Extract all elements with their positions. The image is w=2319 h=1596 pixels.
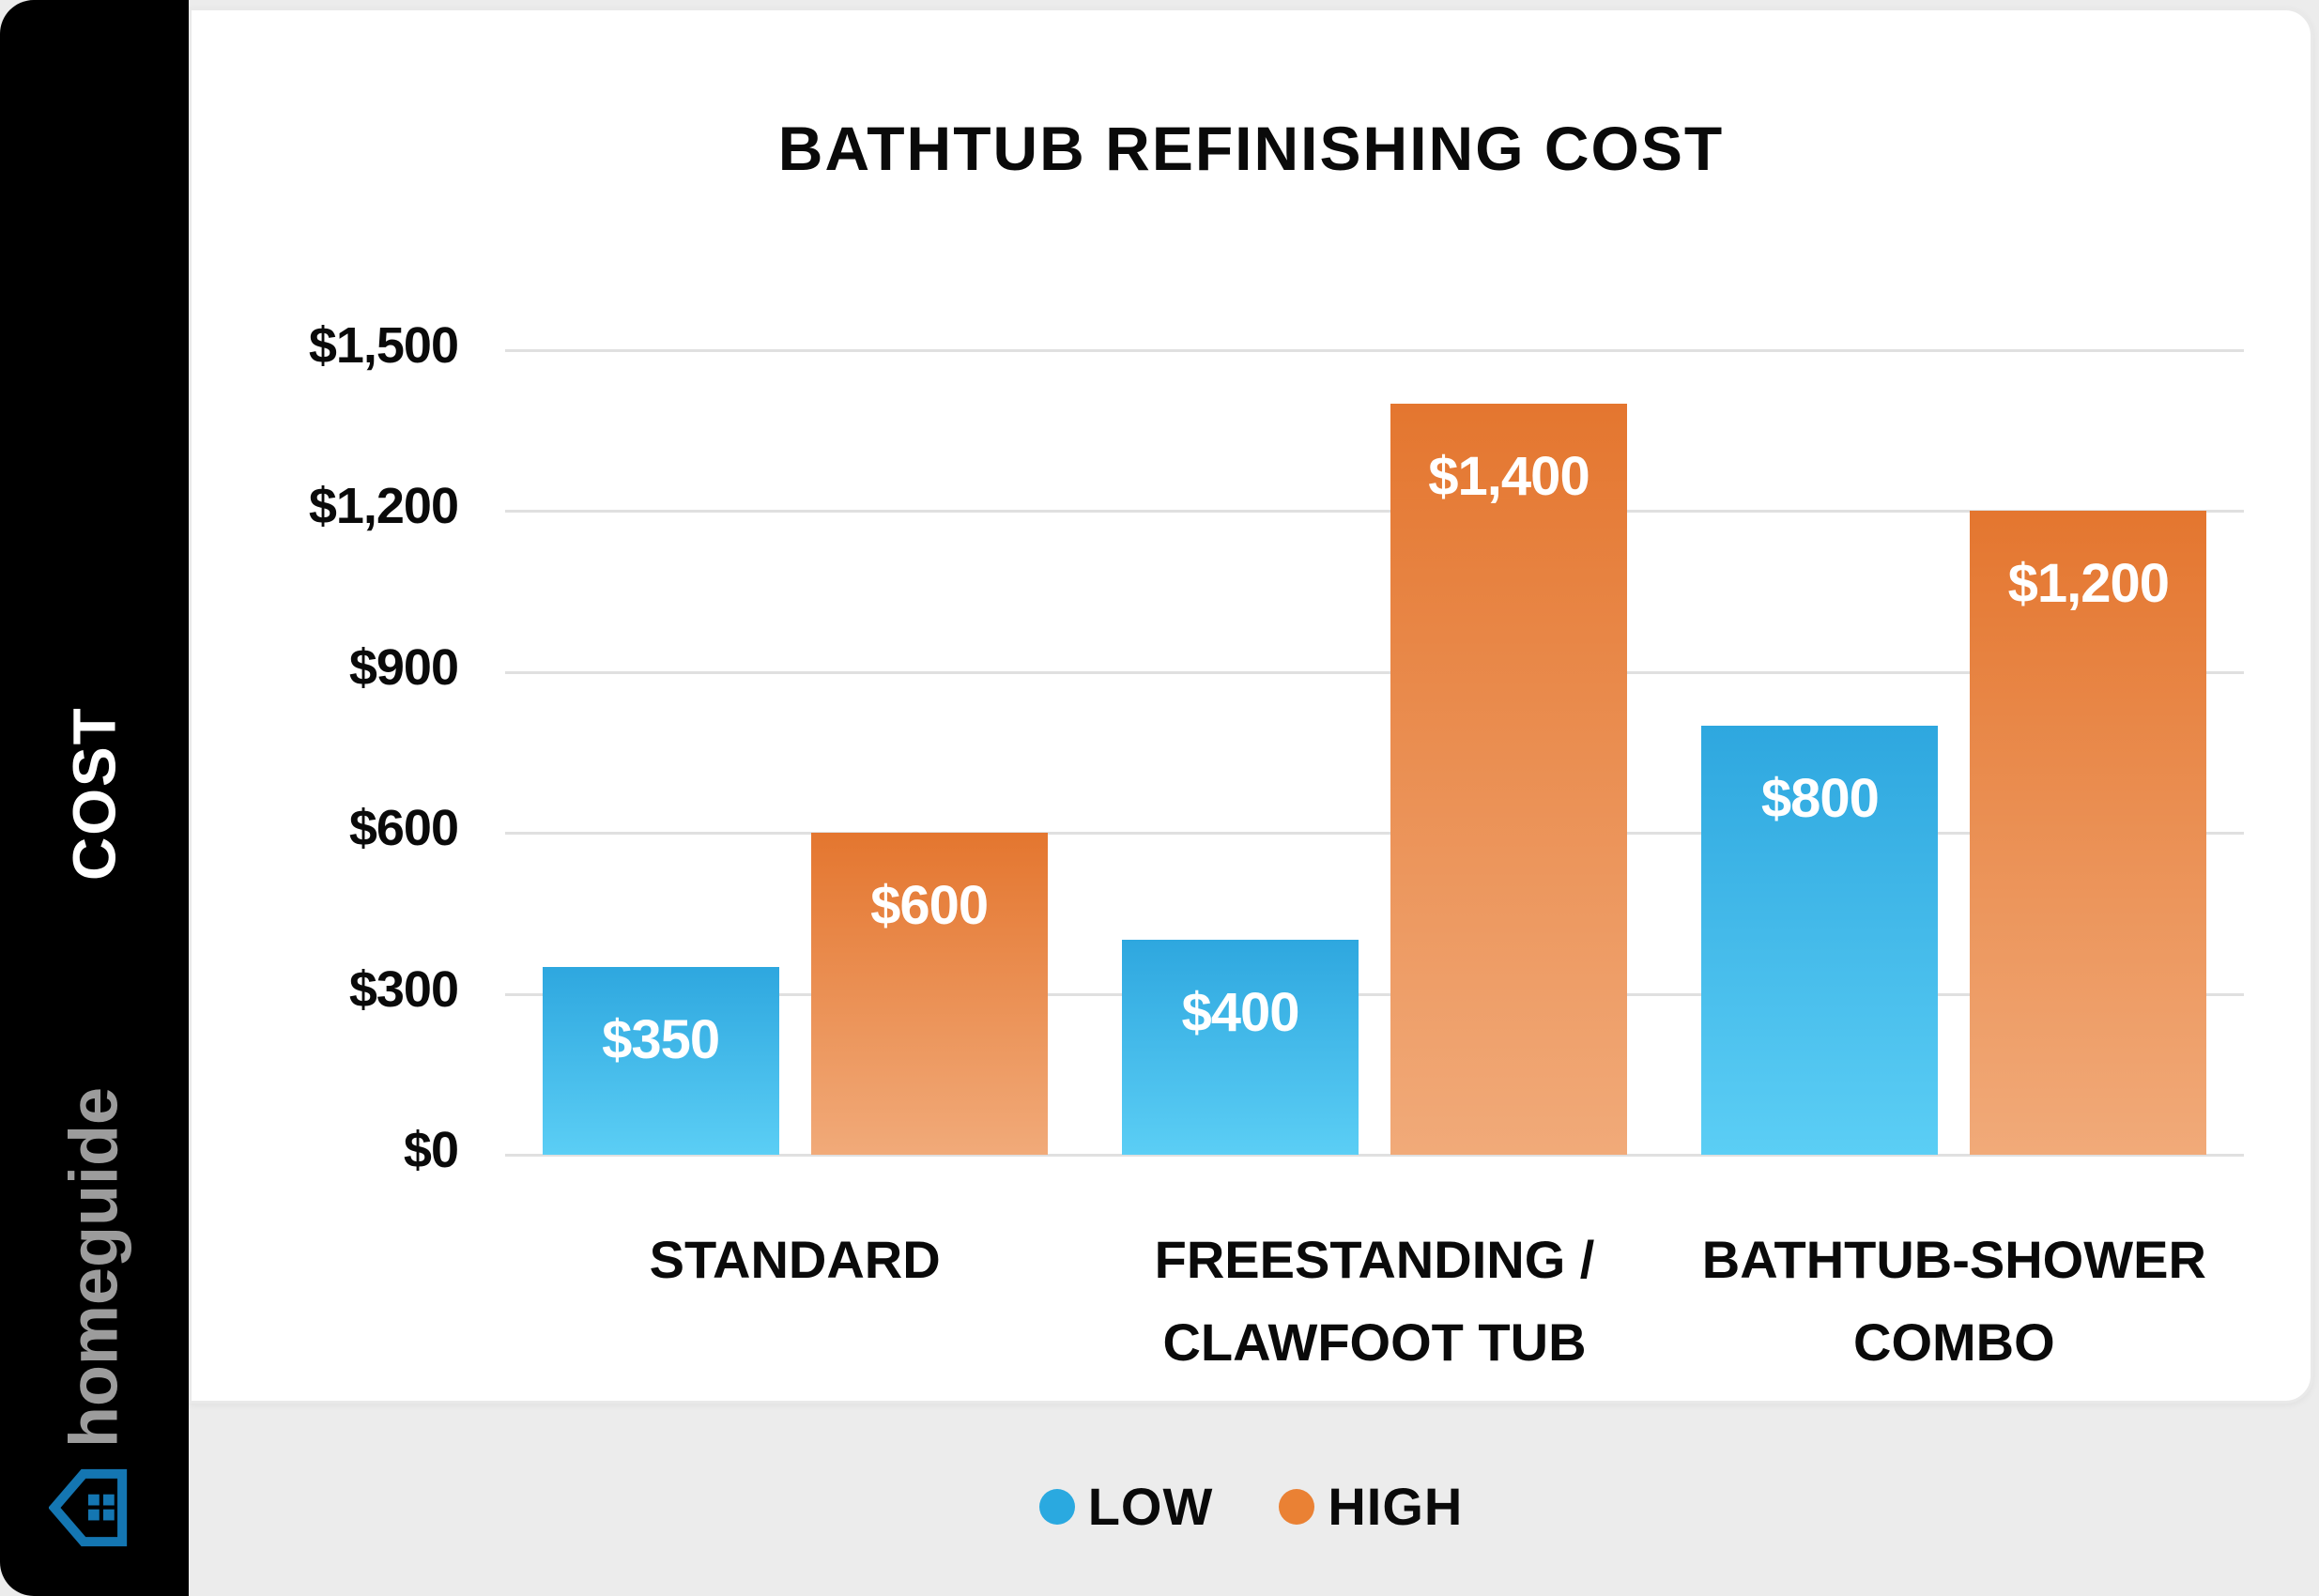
legend-item-low: LOW — [1038, 1476, 1214, 1537]
bar-low: $400 — [1122, 940, 1359, 1155]
y-tick-label: $900 — [348, 638, 459, 696]
category-label: STANDARD — [649, 1230, 941, 1289]
bar-high: $600 — [810, 833, 1048, 1155]
y-tick-label: $1,500 — [308, 317, 459, 374]
bar-low: $350 — [542, 967, 779, 1155]
y-tick-label: $0 — [403, 1122, 459, 1178]
y-tick-label: $1,200 — [308, 478, 459, 535]
legend-dot-icon — [1279, 1488, 1315, 1525]
y-gridline — [505, 510, 2244, 514]
chart-card — [189, 8, 2313, 1404]
bar-high: $1,400 — [1390, 404, 1627, 1155]
y-gridline — [505, 1154, 2244, 1157]
legend-label: LOW — [1087, 1477, 1214, 1536]
category-label: FREESTANDING / CLAWFOOT TUB — [1154, 1230, 1595, 1372]
bar-low: $800 — [1701, 725, 1939, 1155]
y-axis-title: COST — [60, 706, 129, 881]
y-tick-label: $600 — [348, 800, 459, 857]
bar-value-label: $1,400 — [1428, 446, 1590, 508]
bar-value-label: $1,200 — [2007, 553, 2170, 615]
sidebar: COST homeguide — [0, 0, 189, 1596]
y-gridline — [505, 670, 2244, 674]
bar-value-label: $800 — [1760, 767, 1880, 829]
bar-value-label: $350 — [602, 1009, 720, 1071]
bar-high: $1,200 — [1970, 511, 2207, 1155]
y-gridline — [505, 349, 2244, 352]
y-tick-label: $300 — [348, 960, 459, 1018]
chart-title: BATHTUB REFINISHING COST — [777, 114, 1725, 183]
legend-label: HIGH — [1328, 1477, 1464, 1536]
y-gridline — [505, 832, 2244, 836]
legend-item-high: HIGH — [1279, 1476, 1463, 1537]
homeguide-logo-text: homeguide — [56, 1087, 132, 1449]
y-gridline — [505, 992, 2244, 996]
homeguide-house-icon — [49, 1468, 128, 1547]
category-label: BATHTUB-SHOWER COMBO — [1701, 1230, 2206, 1372]
legend: LOW HIGH — [189, 1476, 2313, 1537]
bar-value-label: $400 — [1181, 982, 1299, 1044]
bar-value-label: $600 — [870, 875, 989, 937]
legend-dot-icon — [1038, 1488, 1075, 1525]
